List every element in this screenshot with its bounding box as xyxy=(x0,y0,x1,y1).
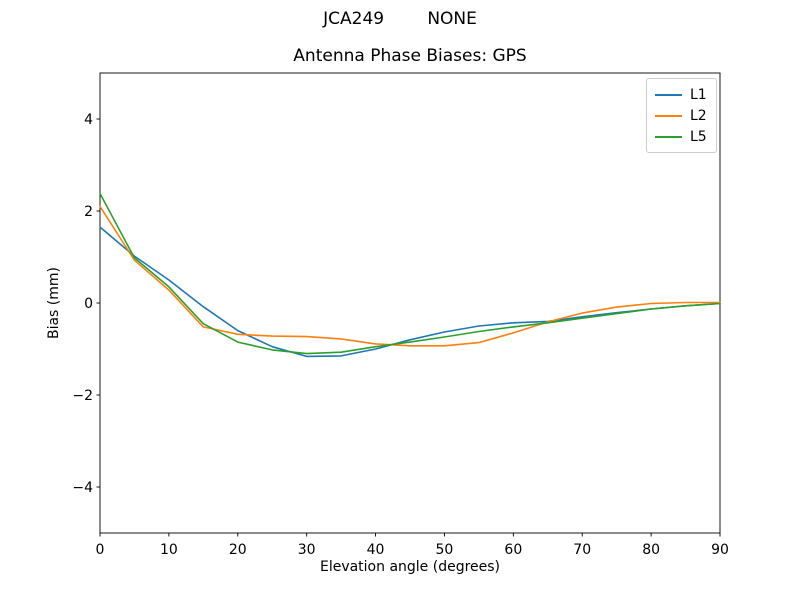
x-tick-label: 70 xyxy=(573,542,591,558)
legend-label-L5: L5 xyxy=(690,128,707,145)
legend: L1 L2 L5 xyxy=(646,78,717,153)
legend-line-swatch-L1 xyxy=(655,93,682,96)
axes-title: Antenna Phase Biases: GPS xyxy=(293,46,527,66)
y-tick-label: 4 xyxy=(84,112,93,128)
x-tick-label: 10 xyxy=(160,542,178,558)
figure-suptitle: JCA249 NONE xyxy=(323,9,477,29)
x-tick-label: 90 xyxy=(711,542,729,558)
y-tick-label: −4 xyxy=(72,480,93,496)
x-tick-label: 60 xyxy=(504,542,522,558)
x-axis-label: Elevation angle (degrees) xyxy=(319,559,501,575)
x-tick-label: 40 xyxy=(367,542,385,558)
series-line-L5 xyxy=(99,192,721,355)
y-tick-label: −2 xyxy=(72,388,93,404)
x-tick-label: 20 xyxy=(229,542,247,558)
legend-label-L1: L1 xyxy=(690,86,707,103)
legend-line-swatch-L2 xyxy=(655,114,682,117)
x-tick-label: 30 xyxy=(298,542,316,558)
legend-line-swatch-L5 xyxy=(655,135,682,138)
y-axis-label: Bias (mm) xyxy=(46,266,62,340)
y-tick-label: 0 xyxy=(84,296,93,312)
legend-entry-L5: L5 xyxy=(655,126,707,147)
series-line-L1 xyxy=(99,226,721,358)
series-line-L2 xyxy=(99,205,721,347)
axes-spines xyxy=(99,72,721,534)
legend-label-L2: L2 xyxy=(690,107,707,124)
legend-entry-L2: L2 xyxy=(655,105,707,126)
x-tick-label: 50 xyxy=(436,542,454,558)
y-tick-label: 2 xyxy=(84,204,93,220)
x-tick-label: 0 xyxy=(96,542,105,558)
legend-entry-L1: L1 xyxy=(655,84,707,105)
x-tick-label: 80 xyxy=(642,542,660,558)
